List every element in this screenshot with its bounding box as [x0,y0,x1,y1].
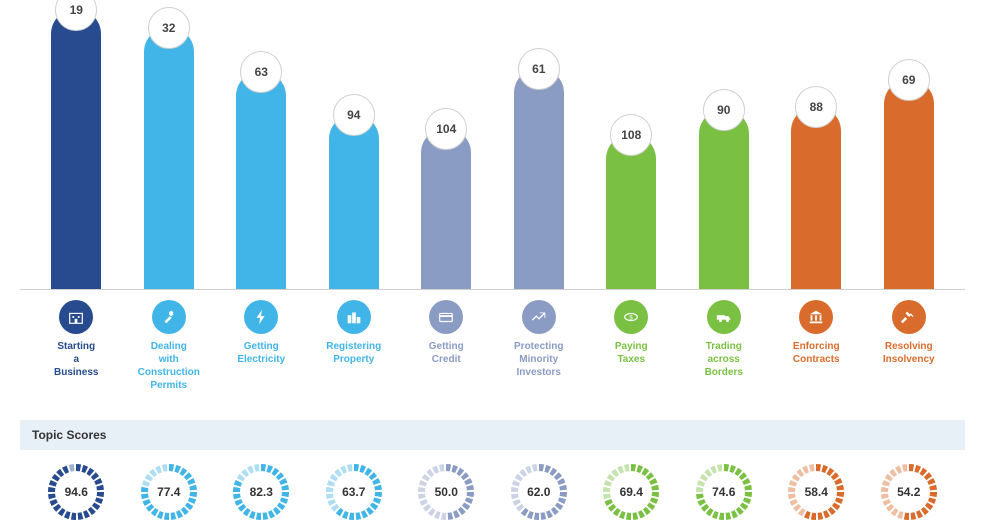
bar-column: 94 [308,114,401,289]
bar: 94 [329,114,379,289]
icon-column [863,290,956,334]
court-icon[interactable] [799,300,833,334]
bar: 69 [884,79,934,289]
bar-column: 88 [770,106,863,289]
gavel-icon[interactable] [892,300,926,334]
scores-row: 94.6 77.4 82.3 63.7 50.0 62.0 69.4 74.6 58.4 54.2 [20,450,965,520]
score-donut: 77.4 [141,464,197,520]
score-value: 94.6 [48,464,104,520]
rank-bubble: 32 [148,7,190,49]
icon-column [215,290,308,334]
score-column: 74.6 [678,464,771,520]
score-donut: 69.4 [603,464,659,520]
card-icon[interactable] [429,300,463,334]
icon-column [493,290,586,334]
score-value: 54.2 [881,464,937,520]
topic-label[interactable]: ProtectingMinorityInvestors [493,334,586,392]
score-column: 77.4 [123,464,216,520]
rank-bubble: 63 [240,51,282,93]
icons-row: $ [20,290,965,334]
truck-icon[interactable] [707,300,741,334]
icon-column [678,290,771,334]
bar-column: 61 [493,68,586,289]
icon-column [400,290,493,334]
rank-bubble: 104 [425,108,467,150]
topic-label[interactable]: EnforcingContracts [770,334,863,392]
score-column: 94.6 [30,464,123,520]
topic-label[interactable]: DealingwithConstructionPermits [123,334,216,392]
score-donut: 82.3 [233,464,289,520]
bar: 104 [421,128,471,289]
score-value: 74.6 [696,464,752,520]
bar-chart: 1932639410461108908869 [20,0,965,290]
bar: 108 [606,134,656,289]
rank-bubble: 19 [55,0,97,31]
score-value: 50.0 [418,464,474,520]
labels-row: StartingaBusinessDealingwithConstruction… [20,334,965,392]
score-value: 77.4 [141,464,197,520]
bar: 88 [791,106,841,289]
score-value: 82.3 [233,464,289,520]
rank-bubble: 88 [795,86,837,128]
bar-column: 108 [585,134,678,289]
bar-column: 69 [863,79,956,289]
bar: 61 [514,68,564,289]
city-icon[interactable] [337,300,371,334]
score-donut: 63.7 [326,464,382,520]
score-column: 50.0 [400,464,493,520]
score-donut: 74.6 [696,464,752,520]
scores-header: Topic Scores [20,420,965,450]
money-icon[interactable]: $ [614,300,648,334]
bar: 63 [236,71,286,289]
icon-column: $ [585,290,678,334]
bar: 32 [144,27,194,289]
score-column: 54.2 [863,464,956,520]
bar-column: 19 [30,9,123,289]
bolt-icon[interactable] [244,300,278,334]
score-donut: 50.0 [418,464,474,520]
score-donut: 58.4 [788,464,844,520]
building-icon[interactable] [59,300,93,334]
topic-label[interactable]: RegisteringProperty [308,334,401,392]
svg-text:$: $ [629,315,633,322]
score-value: 62.0 [511,464,567,520]
score-column: 63.7 [308,464,401,520]
bar-column: 63 [215,71,308,289]
score-donut: 62.0 [511,464,567,520]
topic-label[interactable]: StartingaBusiness [30,334,123,392]
topic-label[interactable]: ResolvingInsolvency [863,334,956,392]
icon-column [770,290,863,334]
score-value: 58.4 [788,464,844,520]
icon-column [308,290,401,334]
icon-column [123,290,216,334]
bar: 19 [51,9,101,289]
score-value: 63.7 [326,464,382,520]
tools-icon[interactable] [152,300,186,334]
score-column: 58.4 [770,464,863,520]
score-value: 69.4 [603,464,659,520]
rank-bubble: 90 [703,89,745,131]
topic-label[interactable]: GettingCredit [400,334,493,392]
rank-bubble: 94 [333,94,375,136]
score-donut: 94.6 [48,464,104,520]
score-column: 82.3 [215,464,308,520]
bar-column: 90 [678,109,771,289]
score-column: 69.4 [585,464,678,520]
bar: 90 [699,109,749,289]
bar-column: 104 [400,128,493,289]
trend-icon[interactable] [522,300,556,334]
topic-label[interactable]: GettingElectricity [215,334,308,392]
score-column: 62.0 [493,464,586,520]
topic-label[interactable]: TradingacrossBorders [678,334,771,392]
topic-label[interactable]: PayingTaxes [585,334,678,392]
icon-column [30,290,123,334]
rank-bubble: 108 [610,114,652,156]
bar-column: 32 [123,27,216,289]
rank-bubble: 61 [518,48,560,90]
rank-bubble: 69 [888,59,930,101]
score-donut: 54.2 [881,464,937,520]
